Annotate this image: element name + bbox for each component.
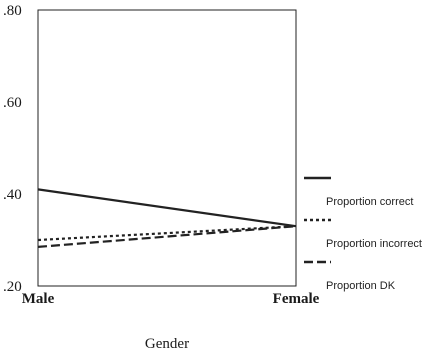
legend-label: Proportion DK: [326, 280, 396, 292]
y-tick-label: .80: [3, 3, 22, 19]
plot-frame: [37, 9, 297, 287]
series-line-2: [37, 225, 297, 242]
y-tick-label: .20: [3, 279, 22, 295]
series-line-1: [37, 188, 297, 228]
x-axis-title: Gender: [145, 336, 189, 352]
series-line-3: [37, 225, 297, 248]
x-tick-label: Male: [22, 291, 55, 307]
y-tick-label: .60: [3, 95, 22, 111]
x-axis: Male Female: [22, 291, 320, 307]
x-tick-label: Female: [273, 291, 320, 307]
series-lines: [37, 188, 297, 248]
y-axis: .20 .40 .60 .80: [3, 3, 22, 295]
legend-label: Proportion correct: [326, 196, 413, 208]
legend-label: Proportion incorrect: [326, 238, 422, 250]
y-tick-label: .40: [3, 187, 22, 203]
legend: Proportion correct Proportion incorrect Pr…: [304, 176, 422, 292]
